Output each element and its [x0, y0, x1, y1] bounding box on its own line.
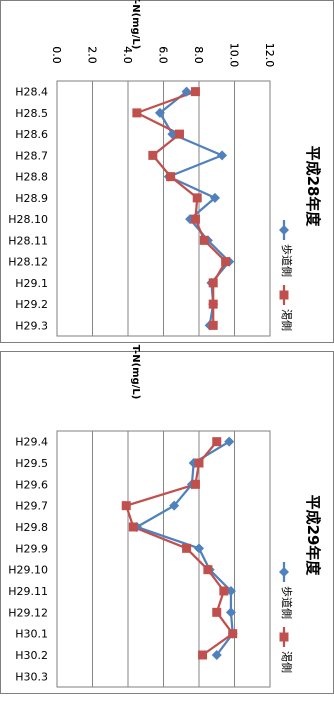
chart-1-gridlines	[92, 81, 235, 336]
y-tick-label: 4.0	[121, 46, 134, 64]
data-point	[148, 150, 158, 160]
data-point	[194, 458, 204, 468]
x-tick-label: H28.5	[15, 107, 48, 120]
chart-1-y-ticks: 0.0 2.0 4.0 6.0 8.0 10.0 12.0	[50, 43, 276, 68]
x-tick-label: H29.12	[8, 606, 48, 619]
chart-2-y-axis-title: T-N(mg/L)	[130, 345, 141, 400]
data-point	[174, 129, 184, 139]
data-point	[228, 629, 238, 639]
legend-label: 渇側	[280, 651, 293, 673]
data-point	[208, 278, 218, 288]
data-point	[154, 107, 165, 118]
data-point	[212, 607, 222, 617]
x-tick-label: H28.7	[15, 149, 48, 162]
chart-2: 0.0 2.0 4.0 6.0 8.0 10.0 12.0 H29.4H29.5H29.6H…	[0, 43, 334, 694]
data-point	[221, 257, 231, 267]
y-tick-label: 2.0	[86, 46, 99, 64]
chart-1-x-ticks: H28.4 H28.5 H28.6 H28.7 H28.8 H28.9 H28.10 H28.…	[8, 86, 48, 333]
x-tick-label: H29.2	[15, 298, 48, 311]
y-tick-label: 10.0	[228, 43, 241, 68]
data-point	[169, 500, 180, 511]
data-point	[181, 86, 192, 97]
data-point	[198, 650, 208, 660]
legend-label: 歩道側	[280, 586, 294, 619]
y-tick-label: 0.0	[50, 46, 63, 64]
data-point	[224, 436, 235, 447]
x-tick-label: H28.8	[15, 171, 48, 184]
data-point	[167, 129, 178, 140]
x-tick-label: H29.5	[15, 457, 48, 470]
data-point	[190, 214, 200, 224]
data-point	[208, 320, 218, 330]
data-point	[192, 193, 202, 203]
data-point	[199, 235, 209, 245]
x-tick-label: H29.9	[15, 542, 48, 555]
data-point	[225, 586, 236, 596]
x-tick-label: H29.10	[8, 564, 48, 577]
x-tick-label: H29.6	[15, 478, 48, 491]
data-point	[121, 501, 131, 511]
x-tick-label: H29.7	[15, 500, 48, 513]
y-tick-label: 12.0	[263, 43, 276, 68]
x-tick-label: H28.6	[15, 128, 48, 141]
data-point	[190, 479, 200, 489]
x-tick-label: H28.4	[15, 86, 48, 99]
x-tick-label: H28.9	[15, 192, 48, 205]
y-tick-label: 0.0	[50, 46, 63, 64]
legend-marker	[279, 290, 289, 300]
data-point	[225, 607, 236, 618]
data-point	[166, 172, 176, 182]
y-tick-label: 6.0	[157, 46, 170, 64]
legend-label: 歩道側	[280, 244, 294, 277]
x-tick-label: H28.11	[8, 234, 48, 247]
y-tick-label: 2.0	[86, 46, 99, 64]
chart-2-y-ticks: 0.0 2.0 4.0 6.0 8.0 10.0 12.0	[50, 43, 276, 68]
y-tick-label: 8.0	[192, 46, 205, 64]
x-tick-label: H28.12	[8, 256, 48, 269]
chart-2-gridlines	[92, 431, 235, 687]
x-tick-label: H30.2	[15, 649, 48, 662]
chart-2-title: 平成29年度	[304, 495, 322, 577]
y-tick-label: 4.0	[121, 46, 134, 64]
legend-marker	[279, 567, 289, 577]
data-point	[182, 543, 192, 553]
y-tick-label: 6.0	[157, 46, 170, 64]
data-point	[194, 543, 204, 554]
chart-1-title: 平成28年度	[304, 146, 322, 228]
data-point	[132, 108, 142, 118]
legend-label: 渇側	[280, 309, 293, 331]
data-point	[209, 192, 220, 203]
x-tick-label: H29.3	[15, 319, 48, 332]
legend-marker	[279, 632, 289, 642]
data-point	[203, 565, 213, 575]
y-tick-label: 10.0	[228, 43, 241, 68]
x-tick-label: H29.1	[15, 277, 48, 290]
y-tick-label: 8.0	[192, 46, 205, 64]
data-point	[211, 650, 222, 660]
chart-2-x-ticks: H29.4 H29.5 H29.6 H29.7 H29.8 H29.9 H29.10 H29.…	[8, 436, 48, 684]
data-point	[219, 586, 229, 596]
chart-2-series	[121, 436, 238, 660]
data-point	[208, 299, 218, 309]
chart-1-series	[132, 86, 235, 331]
data-point	[217, 150, 228, 161]
data-point	[190, 87, 200, 97]
x-tick-label: H30.3	[15, 670, 48, 683]
x-tick-label: H29.11	[8, 585, 48, 598]
x-tick-label: H28.10	[8, 213, 48, 226]
y-tick-label: 12.0	[263, 43, 276, 68]
chart-1: 0.0 2.0 4.0 6.0 8.0 10.0 12.0 H28.4H28.5H28.6H…	[0, 0, 334, 343]
x-tick-label: H29.8	[15, 521, 48, 534]
legend-marker	[279, 225, 289, 235]
data-point	[128, 522, 138, 532]
data-point	[212, 437, 222, 447]
chart-1-y-axis-title: T-N(mg/L)	[130, 0, 141, 49]
x-tick-label: H29.4	[15, 436, 48, 449]
x-tick-label: H30.1	[15, 628, 48, 641]
